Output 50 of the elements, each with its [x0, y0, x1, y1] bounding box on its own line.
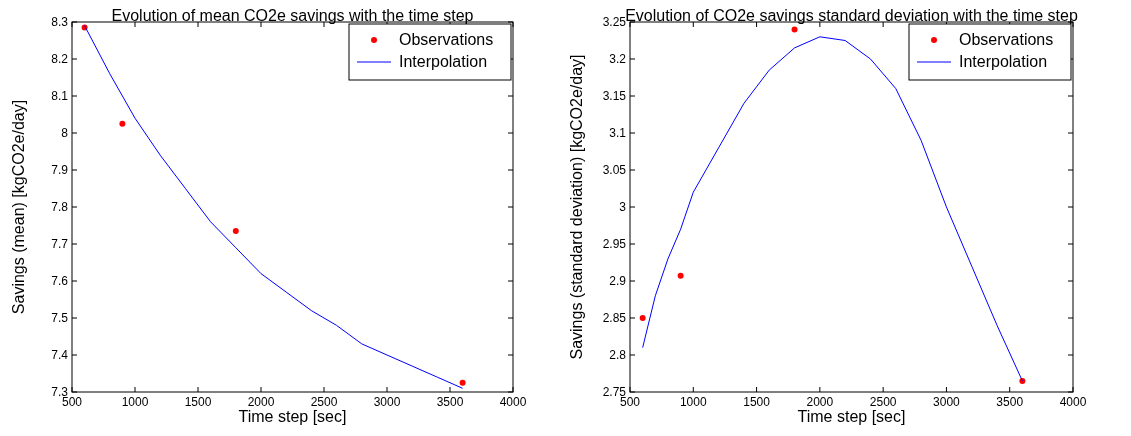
y-tick-label: 8.2 — [51, 52, 69, 66]
x-tick-label: 2000 — [806, 395, 834, 409]
x-axis-title: Time step [sec] — [797, 408, 906, 425]
y-axis-title: Savings (standard deviation) [kgCO2e/day] — [568, 54, 585, 360]
y-tick-label: 3.1 — [609, 126, 627, 140]
y-tick-label: 8.1 — [51, 89, 69, 103]
y-tick-label: 3.05 — [602, 163, 627, 177]
x-tick-label: 2500 — [310, 395, 338, 409]
y-axis-title: Savings (mean) [kgCO2e/day] — [10, 99, 27, 315]
point — [639, 315, 646, 321]
y-tick-label: 3.15 — [602, 89, 627, 103]
y-tick-label: 2.9 — [609, 274, 627, 288]
legend-label: Interpolation — [959, 53, 1048, 70]
chart-title: Evolution of mean CO2e savings with the time step — [111, 7, 474, 24]
y-tick-label: 8.3 — [51, 15, 69, 29]
legend-label: Observations — [399, 31, 494, 48]
y-tick-label: 7.9 — [51, 163, 69, 177]
legend-label: Observations — [959, 31, 1054, 48]
y-tick-label: 3 — [619, 200, 627, 214]
y-tick-label: 7.6 — [51, 274, 69, 288]
x-tick-label: 3500 — [996, 395, 1024, 409]
x-tick-label: 1000 — [121, 395, 149, 409]
y-tick-label: 8 — [61, 126, 69, 140]
x-tick-label: 3000 — [373, 395, 401, 409]
x-tick-label: 1500 — [184, 395, 212, 409]
x-tick-label: 1000 — [679, 395, 707, 409]
x-axis-title: Time step [sec] — [238, 408, 347, 425]
y-tick-label: 7.8 — [51, 200, 69, 214]
y-tick-label: 3.2 — [609, 52, 627, 66]
point — [232, 228, 239, 235]
y-tick-label: 7.4 — [51, 348, 69, 362]
x-tick-label: 2000 — [247, 395, 275, 409]
y-tick-label: 7.7 — [51, 237, 69, 251]
y-tick-label: 2.8 — [609, 348, 627, 362]
chart-title: Evolution of CO2e savings standard deviation with the time step — [625, 7, 1078, 24]
y-tick-label: 2.85 — [602, 311, 627, 325]
x-tick-label: 2500 — [869, 395, 897, 409]
x-tick-label: 3500 — [436, 395, 464, 409]
y-tick-label: 3.25 — [602, 15, 627, 29]
point — [677, 272, 684, 279]
y-tick-label: 7.5 — [51, 311, 69, 325]
point — [119, 120, 126, 127]
legend-label: Interpolation — [399, 53, 488, 70]
point — [791, 26, 798, 33]
x-tick-label: 1500 — [743, 395, 771, 409]
x-tick-label: 4000 — [499, 395, 527, 409]
x-tick-label: 3000 — [933, 395, 961, 409]
y-tick-label: 2.95 — [602, 237, 627, 251]
point — [459, 379, 466, 386]
x-tick-label: 4000 — [1059, 395, 1087, 409]
